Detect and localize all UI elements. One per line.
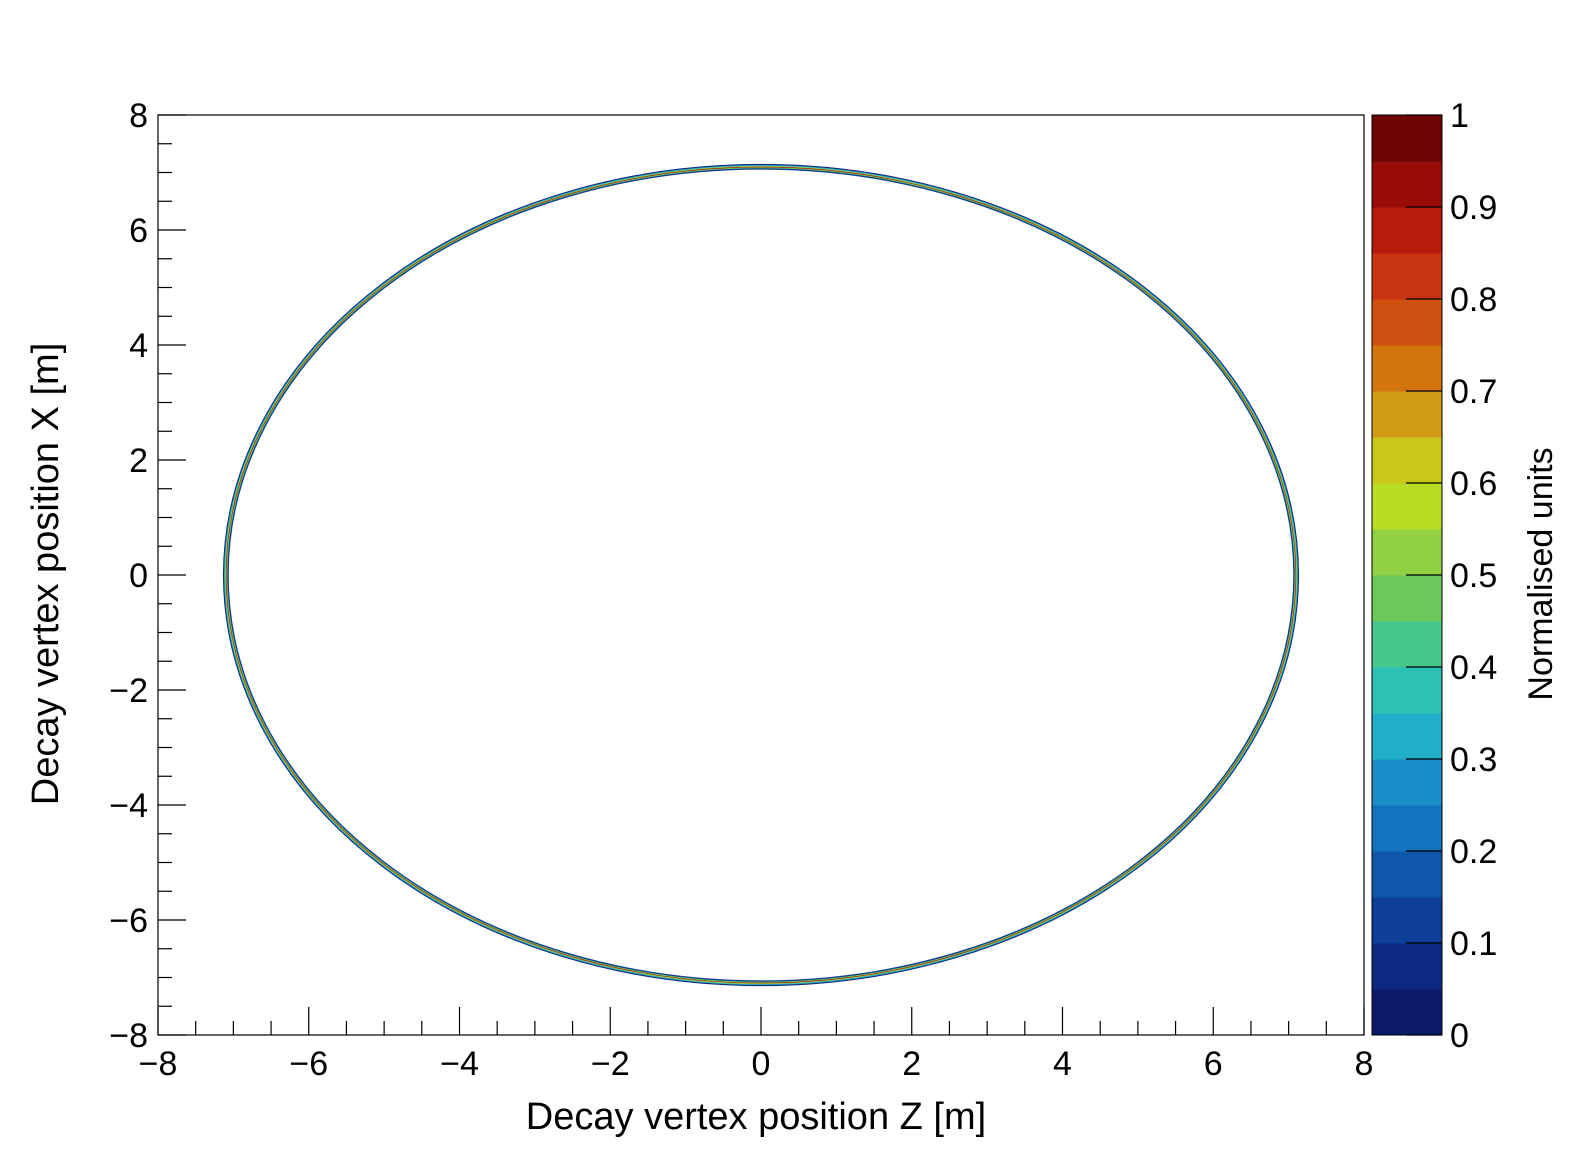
colorbar-tick-label: 0.1 — [1450, 925, 1497, 963]
colorbar-bin — [1372, 529, 1442, 576]
colorbar-tick-label: 0.7 — [1450, 373, 1497, 411]
colorbar-bin — [1372, 161, 1442, 208]
ring-band — [224, 165, 1298, 985]
colorbar-bin — [1372, 437, 1442, 484]
y-tick-label: 4 — [129, 327, 148, 365]
colorbar-bin — [1372, 989, 1442, 1036]
colorbar-bin — [1372, 253, 1442, 300]
colorbar-bin — [1372, 759, 1442, 806]
plot-area — [158, 115, 1364, 1035]
y-axis-tick-labels: 8 6 4 2 0 −2 −4 −6 −8 — [109, 97, 148, 1055]
x-tick-label: 6 — [1204, 1045, 1223, 1083]
ring-band — [227, 168, 1295, 982]
y-tick-label: −4 — [109, 787, 148, 825]
y-tick-label: 6 — [129, 212, 148, 250]
colorbar-bin — [1372, 943, 1442, 990]
x-axis-title: Decay vertex position Z [m] — [526, 1096, 986, 1138]
colorbar-tick-label: 0.3 — [1450, 741, 1497, 779]
colorbar-bin — [1372, 115, 1442, 162]
colorbar-bin — [1372, 621, 1442, 668]
colorbar-tick-label: 0.2 — [1450, 833, 1497, 871]
colorbar-bin — [1372, 391, 1442, 438]
colorbar-title: Normalised units — [1522, 447, 1560, 700]
x-tick-label: −2 — [591, 1045, 630, 1083]
y-tick-label: −6 — [109, 902, 148, 940]
x-tick-label: 4 — [1053, 1045, 1072, 1083]
colorbar-bin — [1372, 897, 1442, 944]
y-tick-label: 8 — [129, 97, 148, 135]
y-axis-title: Decay vertex position X [m] — [25, 343, 67, 806]
x-axis-tick-labels: −8 −6 −4 −2 0 2 4 6 8 — [139, 1045, 1374, 1083]
colorbar-bin — [1372, 713, 1442, 760]
y-tick-label: 2 — [129, 442, 148, 480]
colorbar-bin — [1372, 667, 1442, 714]
x-tick-label: −6 — [289, 1045, 328, 1083]
colorbar-bin — [1372, 299, 1442, 346]
x-tick-label: −4 — [440, 1045, 479, 1083]
colorbar-tick-label: 1 — [1450, 97, 1469, 135]
x-tick-label: 2 — [902, 1045, 921, 1083]
colorbar-tick-label: 0.6 — [1450, 465, 1497, 503]
ring-band — [224, 164, 1298, 986]
colorbar-tick-label: 0.9 — [1450, 189, 1497, 227]
ring-band — [222, 163, 1300, 987]
y-tick-label: −2 — [109, 672, 148, 710]
ring-layer — [222, 163, 1300, 987]
ring-band — [225, 166, 1297, 984]
colorbar — [1371, 114, 1443, 1036]
x-tick-label: −8 — [139, 1045, 178, 1083]
x-tick-label: 0 — [752, 1045, 771, 1083]
y-tick-label: −8 — [109, 1017, 148, 1055]
x-tick-label: 8 — [1355, 1045, 1374, 1083]
colorbar-bin — [1372, 483, 1442, 530]
y-tick-label: 0 — [129, 557, 148, 595]
colorbar-bin — [1372, 575, 1442, 622]
colorbar-tick-label: 0.5 — [1450, 557, 1497, 595]
y-axis-ticks — [158, 114, 186, 1036]
colorbar-tick-label: 0.8 — [1450, 281, 1497, 319]
colorbar-bin — [1372, 345, 1442, 392]
colorbar-bin — [1372, 851, 1442, 898]
ring-band — [226, 167, 1296, 983]
colorbar-tick-label: 0 — [1450, 1017, 1469, 1055]
colorbar-bin — [1372, 805, 1442, 852]
x-axis-ticks — [157, 1007, 1365, 1035]
colorbar-tick-labels: 1 0.9 0.8 0.7 0.6 0.5 0.4 0.3 0.2 0.1 0 — [1450, 97, 1497, 1055]
colorbar-bin — [1372, 207, 1442, 254]
colorbar-tick-label: 0.4 — [1450, 649, 1497, 687]
